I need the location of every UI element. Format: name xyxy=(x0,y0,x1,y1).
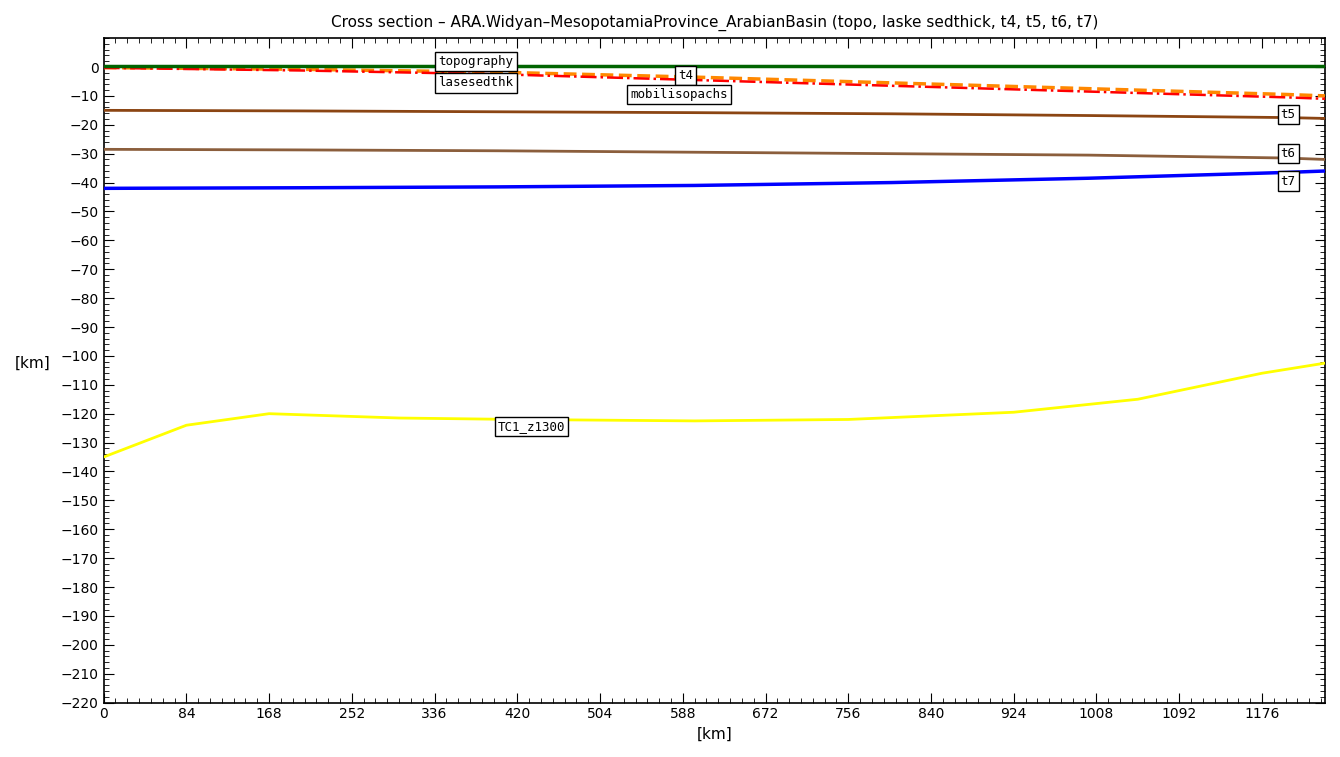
Text: lasesedthk: lasesedthk xyxy=(438,76,513,89)
Text: t4: t4 xyxy=(678,69,693,83)
Text: mobilisopachs: mobilisopachs xyxy=(631,88,728,101)
Title: Cross section – ARA.Widyan–MesopotamiaProvince_ArabianBasin (topo, laske sedthic: Cross section – ARA.Widyan–MesopotamiaPr… xyxy=(331,15,1097,31)
Text: topography: topography xyxy=(438,55,513,67)
Text: t6: t6 xyxy=(1281,147,1296,160)
Text: t5: t5 xyxy=(1281,108,1296,121)
Text: TC1_z1300: TC1_z1300 xyxy=(497,420,565,433)
X-axis label: [km]: [km] xyxy=(697,727,732,742)
Y-axis label: [km]: [km] xyxy=(15,355,51,370)
Text: t7: t7 xyxy=(1281,175,1296,188)
